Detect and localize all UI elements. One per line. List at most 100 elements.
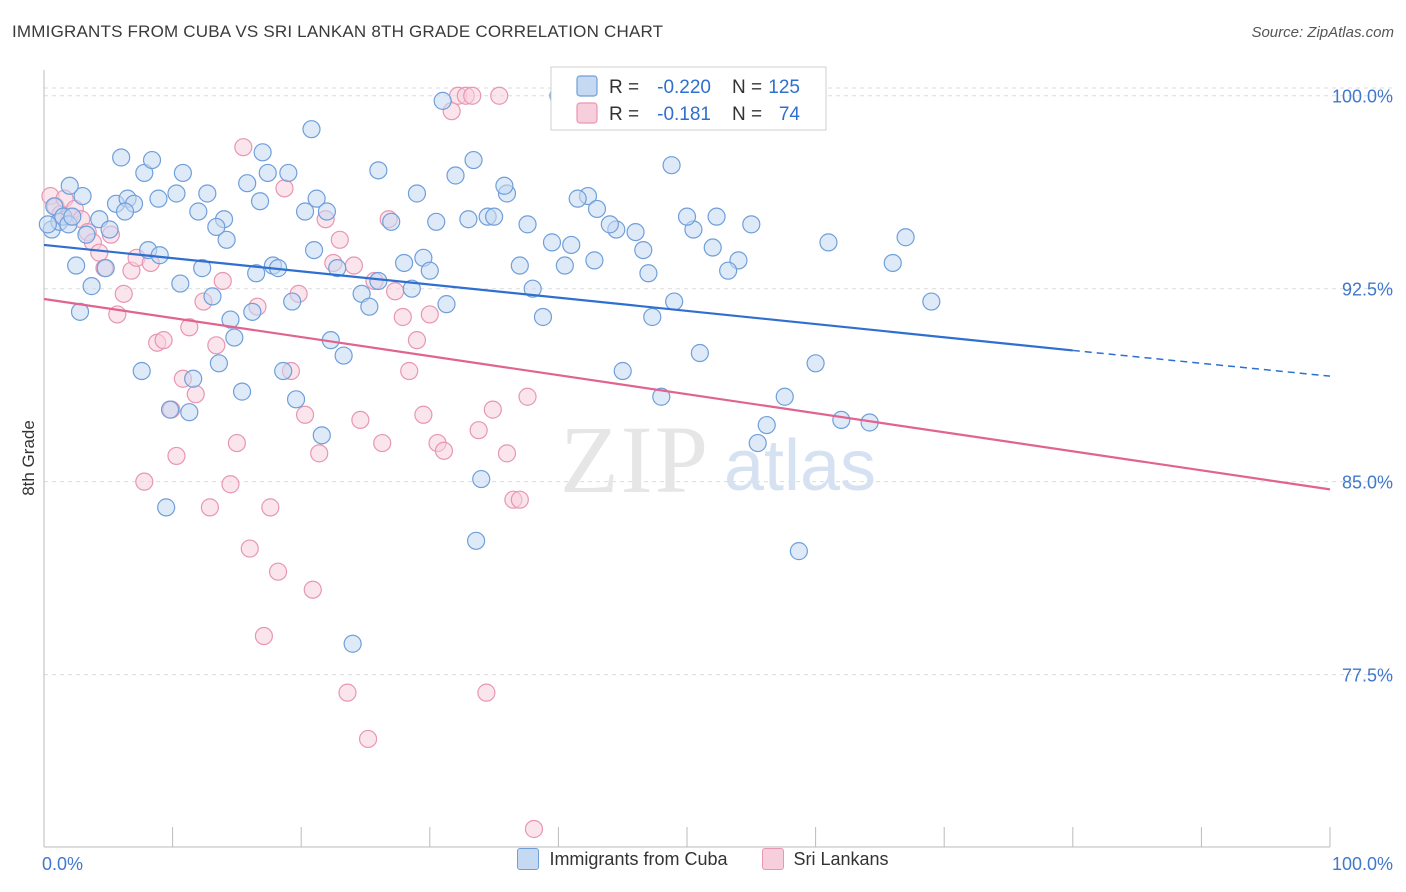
cuba-point xyxy=(173,163,192,183)
sri-lankans-point xyxy=(344,256,364,275)
sri-lankans-point xyxy=(295,405,315,424)
cuba-point xyxy=(283,292,302,311)
cuba-point xyxy=(555,256,574,275)
cuba-point xyxy=(317,202,337,221)
legend-bottom-label-cuba: Immigrants from Cuba xyxy=(549,848,728,869)
cuba-point xyxy=(382,212,401,231)
cuba-point xyxy=(232,382,252,401)
y-tick-label: 85.0% xyxy=(1342,473,1393,493)
legend-item-cuba[interactable]: Immigrants from Cuba xyxy=(517,848,728,870)
cuba-point xyxy=(533,307,553,327)
cuba-point xyxy=(279,163,298,183)
legend-n-value-srilanka: 74 xyxy=(779,104,801,125)
legend-r-label-cuba: R = xyxy=(609,77,639,98)
cuba-point xyxy=(690,343,709,363)
sri-lankans-point xyxy=(469,421,488,440)
cuba-point xyxy=(677,207,697,226)
cuba-point xyxy=(334,346,353,365)
cuba-point xyxy=(157,498,176,517)
cuba-point xyxy=(238,174,257,193)
sri-lankans-point xyxy=(310,444,329,463)
cuba-point xyxy=(198,184,217,203)
sri-lankans-point xyxy=(221,475,240,494)
cuba-point xyxy=(626,222,645,242)
cuba-point xyxy=(427,212,446,231)
cuba-point xyxy=(402,279,421,298)
cuba-point xyxy=(160,400,180,419)
y-tick-label: 77.5% xyxy=(1342,666,1393,686)
cuba-point xyxy=(394,253,414,273)
cuba-point xyxy=(600,215,619,234)
cuba-point xyxy=(247,264,266,283)
sri-lankans-point xyxy=(268,562,288,581)
sri-lankans-point xyxy=(330,230,349,249)
sri-lankans-point xyxy=(114,284,133,303)
sri-lankans-point xyxy=(338,683,357,702)
cuba-trendline-extension xyxy=(1072,349,1331,377)
sri-lankans-point xyxy=(303,580,322,599)
cuba-point xyxy=(189,202,208,221)
sri-lankans-point xyxy=(393,307,412,327)
sri-lankans-point xyxy=(510,490,529,509)
cuba-point xyxy=(510,256,529,275)
sri-lankans-point xyxy=(200,498,219,517)
cuba-point xyxy=(634,240,653,260)
legend-r-value-srilanka: -0.181 xyxy=(657,104,711,125)
cuba-point xyxy=(742,215,761,234)
sri-lankans-point xyxy=(420,305,439,324)
cuba-point xyxy=(495,176,514,195)
sri-lankans-point xyxy=(490,86,509,105)
watermark-atlas: atlas xyxy=(724,426,876,506)
sri-lankans-point xyxy=(373,433,392,453)
legend-n-value-cuba: 125 xyxy=(768,77,800,98)
sri-lankans-point xyxy=(518,387,537,406)
sri-lankans-point xyxy=(483,400,502,419)
cuba-point xyxy=(662,156,681,175)
cuba-point xyxy=(643,307,662,327)
cuba-point xyxy=(225,328,244,347)
cuba-point xyxy=(587,199,607,219)
sri-lankans-point xyxy=(524,819,544,839)
cuba-point xyxy=(203,287,222,306)
sri-lankans-point xyxy=(167,446,186,466)
cuba-point xyxy=(38,215,57,234)
cuba-point xyxy=(464,150,483,170)
cuba-point xyxy=(167,184,186,203)
source-label: Source: ZipAtlas.com xyxy=(1251,24,1394,41)
sri-lankans-point xyxy=(186,385,205,404)
cuba-point xyxy=(523,279,542,298)
cuba-point xyxy=(67,256,86,275)
sri-lankans-point xyxy=(227,433,246,453)
cuba-point xyxy=(112,148,131,167)
cuba-point xyxy=(77,225,96,244)
cuba-point xyxy=(60,176,79,195)
sri-lankans-point xyxy=(358,729,378,749)
sri-lankans-point xyxy=(154,331,173,350)
cuba-point xyxy=(922,292,941,311)
sri-lankans-point xyxy=(254,626,274,646)
cuba-point xyxy=(207,217,226,237)
legend-r-value-cuba: -0.220 xyxy=(657,77,711,98)
legend-item-srilanka[interactable]: Sri Lankans xyxy=(761,848,889,870)
sri-lankans-point xyxy=(275,179,294,198)
cuba-point xyxy=(568,189,587,208)
cuba-point xyxy=(459,210,478,229)
cuba-point xyxy=(193,259,212,278)
cuba-point xyxy=(832,410,851,430)
x-tick-label-max: 100.0% xyxy=(1332,854,1393,874)
cuba-point xyxy=(369,271,388,291)
cuba-point xyxy=(518,215,537,234)
sri-lankans-point xyxy=(213,271,232,291)
cuba-point xyxy=(312,426,331,445)
cuba-point xyxy=(253,143,272,162)
sri-lankans-point xyxy=(180,318,199,337)
cuba-point xyxy=(420,261,439,280)
legend-n-label-cuba: N = xyxy=(732,77,762,98)
cuba-point xyxy=(258,163,277,183)
cuba-point xyxy=(665,292,684,311)
cuba-point xyxy=(613,361,632,381)
x-tick-label-min: 0.0% xyxy=(42,854,83,874)
sri-lankans-point xyxy=(240,539,259,558)
cuba-point xyxy=(466,531,486,550)
